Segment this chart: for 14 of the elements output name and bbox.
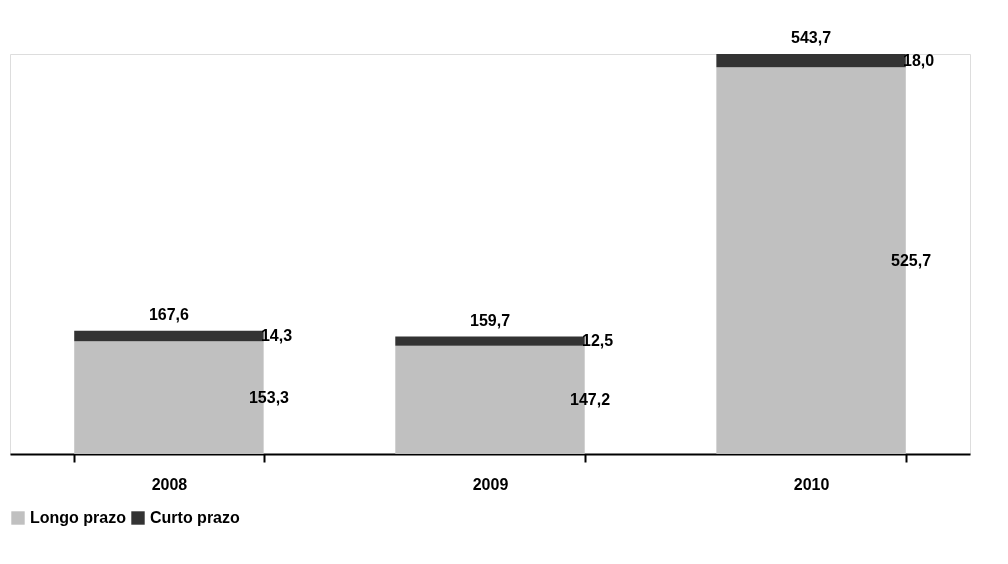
- legend-label: Curto prazo: [150, 509, 240, 526]
- x-tick-label: 2010: [793, 475, 830, 493]
- total-label: 159,7: [469, 311, 511, 329]
- data-label: 153,3: [248, 388, 290, 406]
- total-label: 167,6: [148, 305, 190, 323]
- x-tick-label: 2009: [472, 475, 509, 493]
- data-label: 147,2: [570, 390, 611, 408]
- bar: [395, 336, 585, 346]
- data-label: 525,7: [891, 251, 932, 269]
- legend-label: Longo prazo: [30, 509, 127, 526]
- x-tick-label: 2008: [151, 475, 188, 493]
- bar: [716, 54, 906, 68]
- total-label: 543,7: [791, 29, 832, 46]
- bar: [74, 330, 264, 342]
